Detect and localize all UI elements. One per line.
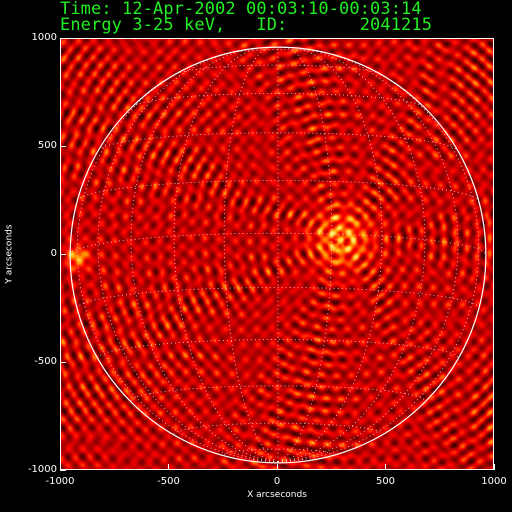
longitude-line: [277, 48, 426, 463]
y-tick: [60, 145, 66, 147]
longitude-line: [277, 50, 459, 463]
backprojection-heatmap: [61, 39, 493, 469]
x-tick: [493, 464, 495, 470]
energy-id-label: Energy 3-25 keV, ID: 2041215: [60, 15, 433, 35]
latitude-line: [69, 232, 487, 256]
x-tick: [276, 464, 278, 470]
x-axis-title: X arcseconds: [247, 490, 307, 500]
latitude-line: [176, 64, 380, 75]
longitude-line: [173, 47, 279, 463]
y-tick-label: 0: [50, 248, 57, 259]
x-tick-label: 1000: [481, 476, 507, 487]
y-tick-label: -1000: [27, 464, 57, 475]
y-tick-label: -500: [34, 356, 57, 367]
solar-image-plot[interactable]: [60, 38, 494, 470]
longitude-line: [277, 46, 333, 463]
x-tick-label: 0: [273, 476, 281, 487]
longitude-line: [277, 47, 383, 463]
x-tick-label: -500: [157, 476, 180, 487]
latitude-line: [76, 287, 480, 309]
y-tick: [60, 361, 66, 363]
solar-overlay: [69, 46, 487, 464]
longitude-line: [277, 63, 480, 463]
x-tick-label: -1000: [45, 476, 75, 487]
y-tick: [60, 37, 66, 39]
latitude-line: [76, 180, 480, 201]
longitude-line: [97, 50, 279, 463]
latitude-line: [223, 448, 333, 455]
y-tick: [60, 253, 66, 255]
longitude-line: [76, 63, 279, 463]
x-tick-label: 500: [375, 476, 396, 487]
x-tick: [385, 464, 386, 470]
x-tick: [59, 464, 61, 470]
y-tick: [60, 469, 66, 471]
y-tick-label: 1000: [31, 32, 57, 43]
y-tick-label: 500: [37, 140, 57, 151]
longitude-line: [130, 48, 279, 463]
longitude-line: [223, 46, 279, 463]
y-axis-title: Y arcseconds: [4, 224, 15, 284]
x-tick: [168, 464, 169, 470]
time-range-label: Time: 12-Apr-2002 00:03:10-00:03:14: [60, 0, 422, 19]
